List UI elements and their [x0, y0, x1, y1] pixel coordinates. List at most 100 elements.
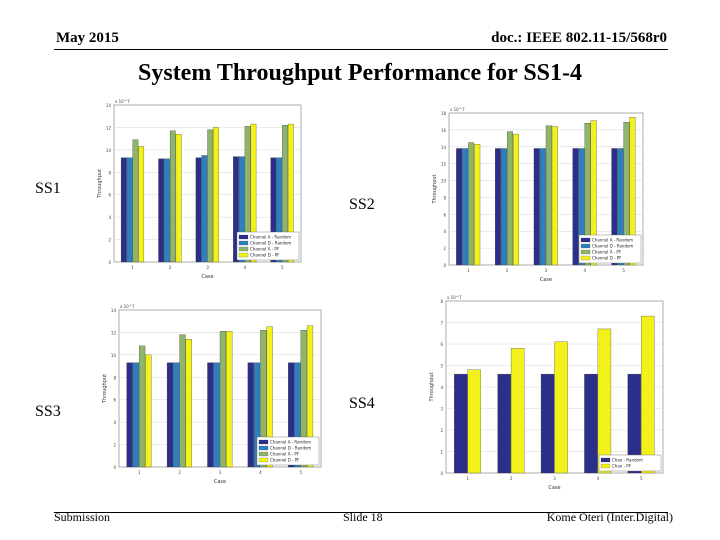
bar: [545, 125, 552, 266]
x-axis-label: Case: [548, 485, 560, 491]
bar: [195, 157, 202, 263]
legend-swatch: [238, 246, 249, 252]
bar: [551, 126, 558, 266]
bar: [132, 362, 139, 468]
x-tick-label: 5: [640, 476, 643, 481]
legend-swatch: [258, 451, 269, 457]
bar: [300, 330, 307, 468]
legend-swatch: [580, 243, 591, 249]
label-ss2: SS2: [349, 196, 375, 213]
x-axis-label: Case: [214, 479, 226, 485]
bar: [145, 354, 152, 468]
x-tick-label: 4: [584, 268, 587, 273]
bar: [462, 148, 469, 266]
bar: [617, 148, 624, 266]
y-tick-label: 4: [113, 420, 116, 425]
y-exponent-label: x 10^7: [120, 304, 135, 309]
bar: [201, 155, 208, 263]
y-tick-label: 0: [108, 260, 111, 265]
y-axis-label: Throughput: [429, 372, 435, 402]
bar: [287, 123, 294, 263]
y-tick-label: 12: [111, 330, 117, 335]
x-tick-label: 1: [138, 470, 141, 475]
x-tick-label: 1: [131, 265, 134, 270]
legend-label: Channel A - PF: [592, 250, 622, 255]
legend-label: Channel D - Random: [592, 244, 633, 249]
header-divider: [54, 49, 668, 50]
y-tick-label: 6: [443, 212, 446, 217]
bar: [169, 130, 176, 263]
slide-title: System Throughput Performance for SS1-4: [138, 60, 582, 86]
bar: [207, 129, 214, 263]
bar: [253, 362, 261, 468]
bar: [468, 142, 475, 266]
bar: [270, 157, 277, 263]
bar: [539, 148, 546, 266]
bar: [250, 123, 257, 263]
bar: [276, 157, 283, 263]
bar: [166, 362, 174, 468]
y-tick-label: 8: [108, 170, 111, 175]
bar: [207, 362, 214, 468]
bar: [495, 148, 501, 266]
bar: [597, 328, 612, 474]
x-tick-label: 4: [597, 476, 600, 481]
bar: [294, 362, 301, 468]
bar: [629, 117, 636, 266]
y-tick-label: 3: [440, 407, 443, 412]
x-tick-label: 2: [506, 268, 509, 273]
bar: [244, 126, 251, 263]
bar: [554, 341, 568, 474]
y-tick-label: 5: [440, 364, 443, 369]
bar: [578, 148, 585, 266]
legend-label: Channel A - PF: [250, 247, 280, 252]
bar: [179, 334, 186, 468]
legend-label: Channel D - Random: [270, 446, 311, 451]
bar: [467, 369, 481, 474]
y-tick-label: 2: [113, 443, 116, 448]
bar: [266, 326, 273, 468]
x-tick-label: 2: [178, 470, 181, 475]
x-tick-label: 3: [553, 476, 556, 481]
legend-label: Channel A - PF: [270, 452, 300, 457]
y-tick-label: 7: [440, 321, 443, 326]
legend-swatch: [580, 249, 591, 255]
bar: [572, 148, 579, 266]
footer-slide-number: Slide 18: [343, 510, 383, 524]
bar: [513, 133, 519, 266]
legend-label: Chan - Random: [612, 458, 643, 463]
bar: [247, 362, 254, 468]
bar: [158, 158, 165, 263]
bar: [213, 362, 220, 468]
y-tick-label: 14: [111, 308, 117, 313]
footer-submission: Submission: [54, 510, 111, 524]
bar: [507, 131, 513, 266]
bar: [260, 330, 267, 468]
y-tick-label: 6: [440, 342, 443, 347]
bar: [456, 148, 463, 266]
x-axis-label: Case: [201, 274, 213, 280]
bar: [510, 348, 525, 474]
bar: [497, 373, 511, 474]
bar: [213, 127, 219, 263]
bar: [533, 148, 540, 266]
legend-label: Channel D - PF: [270, 458, 300, 463]
bar: [611, 148, 618, 266]
legend-swatch: [238, 240, 249, 246]
bar: [454, 373, 468, 474]
bar: [185, 339, 192, 468]
x-tick-label: 1: [466, 476, 469, 481]
x-axis-label: Case: [540, 277, 552, 283]
y-tick-label: 6: [113, 398, 116, 403]
bar: [138, 146, 145, 263]
y-tick-label: 18: [441, 111, 447, 116]
label-ss3: SS3: [35, 403, 61, 420]
bar: [641, 315, 655, 474]
y-tick-label: 0: [113, 465, 116, 470]
bar: [173, 362, 180, 468]
y-tick-label: 10: [111, 353, 117, 358]
bar: [501, 148, 507, 266]
y-tick-label: 4: [443, 229, 446, 234]
